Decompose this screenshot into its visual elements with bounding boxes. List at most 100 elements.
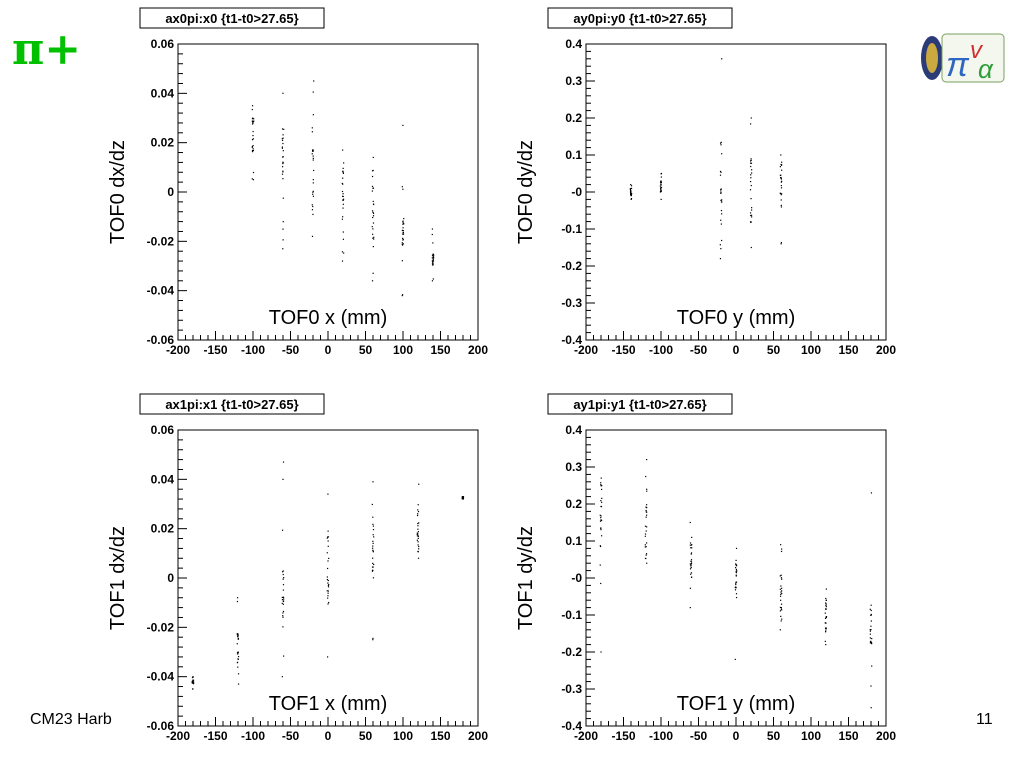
data-point: [372, 551, 374, 553]
data-point: [372, 481, 374, 483]
data-point: [312, 193, 314, 195]
data-point: [779, 606, 782, 609]
data-point: [282, 612, 284, 614]
data-point: [312, 213, 314, 216]
data-point: [432, 242, 434, 244]
data-point: [660, 180, 662, 182]
data-point: [401, 243, 403, 245]
data-point: [432, 263, 434, 266]
data-point: [342, 207, 344, 209]
data-point: [281, 147, 283, 149]
data-point: [599, 545, 602, 548]
data-point: [282, 92, 284, 94]
data-point: [600, 477, 602, 479]
data-point: [403, 223, 405, 225]
data-point: [600, 529, 602, 531]
data-point: [417, 504, 419, 506]
data-point: [600, 527, 602, 529]
data-point: [251, 149, 254, 152]
data-point: [825, 627, 827, 629]
data-point: [402, 227, 404, 229]
data-point: [719, 174, 722, 176]
data-point: [251, 151, 254, 153]
data-point: [311, 131, 313, 133]
data-point: [689, 607, 691, 609]
data-point: [690, 572, 693, 574]
data-point: [646, 514, 648, 516]
data-point: [282, 239, 284, 241]
x-tick-label: 50: [767, 729, 781, 743]
y-tick-label: -0.06: [147, 333, 175, 347]
data-point: [645, 509, 647, 512]
data-point: [327, 530, 329, 532]
data-point: [312, 191, 314, 193]
data-point: [342, 238, 345, 240]
data-point: [251, 145, 254, 148]
data-point: [735, 572, 738, 574]
data-point: [779, 595, 782, 597]
data-point: [252, 179, 255, 181]
data-point: [645, 554, 647, 556]
data-point: [690, 566, 692, 569]
data-point: [416, 532, 418, 534]
data-point: [192, 681, 195, 683]
data-point: [870, 613, 872, 616]
data-point: [282, 178, 284, 180]
x-tick-label: 150: [430, 729, 450, 743]
data-point: [645, 553, 648, 555]
data-point: [281, 138, 283, 140]
data-point: [630, 184, 632, 186]
data-point: [645, 530, 647, 532]
data-point: [870, 492, 873, 494]
data-point: [372, 228, 374, 230]
data-point: [312, 157, 314, 159]
y-tick-label: -0.3: [561, 682, 582, 696]
data-point: [282, 596, 284, 598]
data-point: [780, 544, 782, 546]
data-point: [689, 544, 691, 546]
data-point: [646, 562, 648, 564]
data-point: [342, 149, 344, 151]
x-axis-label: TOF1 y (mm): [677, 693, 796, 715]
data-point: [402, 294, 404, 296]
data-point: [824, 631, 827, 633]
y-tick-label: 0.3: [565, 460, 582, 474]
data-point: [282, 655, 285, 657]
data-point: [601, 501, 603, 503]
data-point: [750, 174, 752, 176]
x-tick-label: -100: [241, 343, 265, 357]
data-point: [342, 216, 344, 218]
plot-title: ax1pi:x1 {t1-t0>27.65}: [165, 397, 298, 412]
data-point: [417, 513, 419, 515]
data-point: [780, 154, 782, 156]
data-point: [237, 656, 240, 658]
plot-tof0-x: ax0pi:x0 {t1-t0>27.65} -200 -150 -100 -50 0 50…: [107, 7, 488, 357]
y-tick-label: 0.1: [565, 148, 582, 162]
x-tick-label: -50: [282, 343, 300, 357]
data-point: [311, 127, 313, 129]
data-point: [282, 156, 284, 158]
svg-text:α: α: [978, 54, 994, 84]
data-point: [780, 574, 782, 576]
data-point: [644, 544, 646, 546]
data-point: [327, 567, 329, 570]
data-point: [237, 635, 239, 637]
data-point: [327, 592, 329, 594]
x-tick-label: -50: [282, 729, 300, 743]
data-point: [600, 500, 602, 502]
data-point: [312, 205, 314, 208]
y-tick-label: 0.04: [151, 472, 175, 486]
x-tick-label: 150: [838, 729, 858, 743]
data-point: [601, 535, 603, 537]
data-point: [735, 547, 738, 549]
data-point: [433, 257, 435, 259]
y-tick-label: -0: [571, 185, 582, 199]
data-point: [690, 573, 692, 575]
data-point: [871, 643, 873, 645]
data-point: [750, 214, 753, 216]
data-point: [373, 563, 375, 566]
y-tick-label: -0.1: [561, 608, 582, 622]
data-point: [780, 163, 782, 166]
data-point: [282, 197, 284, 199]
data-point: [341, 251, 344, 253]
